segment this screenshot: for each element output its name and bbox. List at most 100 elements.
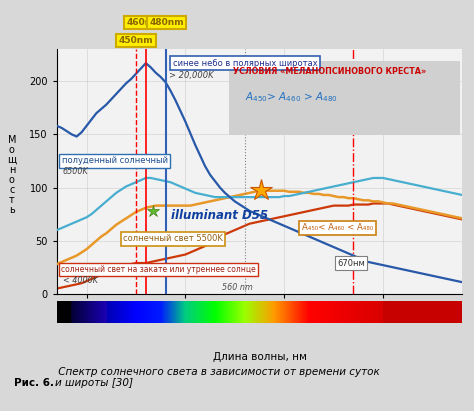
Bar	[439, 301, 440, 323]
Bar	[457, 301, 458, 323]
Bar	[100, 301, 101, 323]
Bar	[296, 301, 297, 323]
Bar	[452, 301, 453, 323]
Bar	[389, 301, 390, 323]
Bar	[345, 301, 346, 323]
Bar	[157, 301, 158, 323]
Bar	[400, 301, 401, 323]
Bar	[161, 301, 162, 323]
Bar	[358, 301, 359, 323]
Bar	[338, 301, 339, 323]
Bar	[326, 301, 327, 323]
Bar	[450, 301, 451, 323]
Text: 560 nm: 560 nm	[222, 283, 253, 292]
Bar	[462, 301, 463, 323]
Bar	[89, 301, 90, 323]
Bar	[111, 301, 112, 323]
Bar	[422, 301, 423, 323]
Bar	[377, 301, 378, 323]
Bar	[313, 301, 314, 323]
Bar	[306, 301, 307, 323]
Bar	[129, 301, 130, 323]
Bar	[265, 301, 266, 323]
Bar	[347, 301, 348, 323]
Bar	[260, 301, 261, 323]
Bar	[259, 301, 260, 323]
Bar	[169, 301, 170, 323]
Bar	[283, 301, 284, 323]
Bar	[223, 301, 224, 323]
Bar	[459, 301, 460, 323]
Bar	[303, 301, 304, 323]
Bar	[323, 301, 324, 323]
Bar	[77, 301, 78, 323]
Bar	[78, 301, 79, 323]
Bar	[184, 301, 185, 323]
Bar	[315, 301, 316, 323]
Bar	[229, 301, 230, 323]
Bar	[159, 301, 160, 323]
Bar	[226, 301, 227, 323]
Bar	[132, 301, 133, 323]
Bar	[408, 301, 409, 323]
Bar	[317, 301, 318, 323]
Bar	[127, 301, 128, 323]
Bar	[74, 301, 75, 323]
Text: 6500K: 6500K	[63, 167, 89, 176]
Bar	[382, 301, 383, 323]
Bar	[63, 301, 64, 323]
Bar	[203, 301, 204, 323]
Text: Спектр солнечного света в зависимости от времени суток
и широты [30]: Спектр солнечного света в зависимости от…	[55, 367, 379, 388]
Bar	[404, 301, 405, 323]
Bar	[257, 301, 258, 323]
Bar	[412, 301, 413, 323]
Bar	[271, 301, 272, 323]
Bar	[155, 301, 156, 323]
Bar	[172, 301, 173, 323]
Bar	[90, 301, 91, 323]
Bar	[357, 301, 358, 323]
Bar	[324, 301, 325, 323]
Bar	[117, 301, 118, 323]
Bar	[349, 301, 350, 323]
Bar	[393, 301, 394, 323]
Bar	[119, 301, 120, 323]
Bar	[118, 301, 119, 323]
Bar	[179, 301, 180, 323]
Bar	[60, 301, 61, 323]
Bar	[125, 301, 126, 323]
Bar	[426, 301, 427, 323]
Bar	[227, 301, 228, 323]
Bar	[181, 301, 182, 323]
Bar	[328, 301, 329, 323]
Bar	[363, 301, 364, 323]
Bar	[419, 301, 420, 323]
Bar	[69, 301, 70, 323]
Bar	[177, 301, 178, 323]
Bar	[75, 301, 76, 323]
Text: $A_{450}$> $A_{460}$ > $A_{480}$: $A_{450}$> $A_{460}$ > $A_{480}$	[245, 90, 337, 104]
Text: illuminant D55: illuminant D55	[171, 210, 267, 222]
Bar	[207, 301, 208, 323]
Bar	[79, 301, 80, 323]
Bar	[423, 301, 424, 323]
Bar	[103, 301, 104, 323]
Bar	[93, 301, 94, 323]
Bar	[247, 301, 248, 323]
Bar	[300, 301, 301, 323]
Bar	[308, 301, 309, 323]
Bar	[332, 301, 333, 323]
Bar	[80, 301, 81, 323]
Bar	[365, 301, 366, 323]
Bar	[142, 301, 143, 323]
Bar	[174, 301, 175, 323]
X-axis label: Длина волны, нм: Длина волны, нм	[212, 352, 307, 362]
Bar	[307, 301, 308, 323]
Text: 450nm: 450nm	[118, 36, 153, 45]
Bar	[311, 301, 312, 323]
Bar	[240, 301, 241, 323]
Bar	[411, 301, 412, 323]
Bar	[219, 301, 220, 323]
Bar	[282, 301, 283, 323]
Bar	[325, 301, 326, 323]
